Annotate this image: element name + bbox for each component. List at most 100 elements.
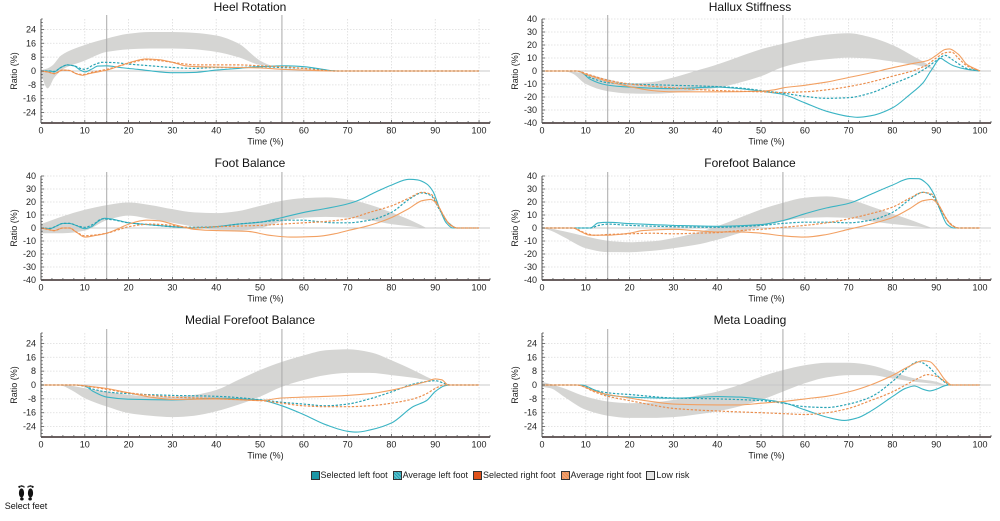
y-axis-label: Ratio (%) <box>9 366 19 404</box>
y-tick-label: 0 <box>31 380 36 390</box>
y-tick-label: 16 <box>26 352 36 362</box>
x-tick-label: 50 <box>756 126 766 136</box>
x-tick-label: 60 <box>800 283 810 293</box>
legend-label: Selected left foot <box>320 470 388 480</box>
line-selected-right-foot <box>542 48 981 93</box>
x-tick-label: 90 <box>430 126 440 136</box>
legend-item-low-risk[interactable]: Low risk <box>646 470 689 480</box>
x-axis-label: Time (%) <box>247 294 283 304</box>
y-tick-label: -10 <box>524 79 537 89</box>
y-tick-label: 30 <box>26 184 36 194</box>
y-axis-label: Ratio (%) <box>510 52 520 90</box>
y-tick-label: -10 <box>524 236 537 246</box>
x-tick-label: 80 <box>887 283 897 293</box>
y-tick-label: 40 <box>527 14 537 24</box>
x-tick-label: 10 <box>581 440 591 450</box>
y-tick-label: 20 <box>527 40 537 50</box>
x-tick-label: 10 <box>581 283 591 293</box>
x-tick-label: 100 <box>973 440 988 450</box>
x-tick-label: 50 <box>255 440 265 450</box>
line-average-left-foot <box>542 54 981 99</box>
x-tick-label: 90 <box>430 283 440 293</box>
x-axis-label: Time (%) <box>748 451 784 461</box>
x-tick-label: 80 <box>386 440 396 450</box>
x-tick-label: 100 <box>973 283 988 293</box>
y-tick-label: 40 <box>26 171 36 181</box>
chart-title: Foot Balance <box>215 156 286 170</box>
y-tick-label: -16 <box>23 94 36 104</box>
x-axis-label: Time (%) <box>247 137 283 147</box>
chart-title: Medial Forefoot Balance <box>185 313 315 327</box>
y-tick-label: -10 <box>23 236 36 246</box>
x-tick-label: 100 <box>472 283 487 293</box>
legend-item-selected-left-foot[interactable]: Selected left foot <box>310 470 388 480</box>
y-tick-label: 8 <box>31 52 36 62</box>
line-average-right-foot <box>542 51 981 94</box>
line-selected-left-foot <box>542 178 980 229</box>
line-average-right-foot <box>40 59 479 76</box>
x-tick-label: 20 <box>625 440 635 450</box>
legend-item-average-right-foot[interactable]: Average right foot <box>560 470 641 480</box>
x-tick-label: 20 <box>124 283 134 293</box>
y-tick-label: 24 <box>26 338 36 348</box>
legend-swatch-average-right-foot <box>560 470 570 480</box>
x-tick-label: 30 <box>167 126 177 136</box>
y-tick-label: 0 <box>532 380 537 390</box>
x-tick-label: 0 <box>539 283 544 293</box>
x-tick-label: 40 <box>712 440 722 450</box>
line-selected-left-foot <box>41 384 479 433</box>
x-tick-label: 80 <box>386 126 396 136</box>
x-tick-label: 0 <box>38 440 43 450</box>
x-tick-label: 60 <box>800 126 810 136</box>
legend-label: Average left foot <box>402 470 468 480</box>
y-axis-label: Ratio (%) <box>510 209 520 247</box>
legend-swatch-selected-right-foot <box>472 470 482 480</box>
y-tick-label: 10 <box>527 210 537 220</box>
x-tick-label: 70 <box>844 126 854 136</box>
y-tick-label: -24 <box>23 108 36 118</box>
low-risk-band <box>41 349 436 418</box>
y-tick-label: 20 <box>26 197 36 207</box>
legend-item-average-left-foot[interactable]: Average left foot <box>392 470 468 480</box>
y-tick-label: 24 <box>527 338 537 348</box>
y-tick-label: -40 <box>524 275 537 285</box>
y-tick-label: 16 <box>26 38 36 48</box>
line-average-left-foot <box>542 191 980 229</box>
legend-swatch-selected-left-foot <box>310 470 320 480</box>
y-tick-label: -8 <box>529 394 537 404</box>
x-tick-label: 10 <box>581 126 591 136</box>
y-tick-label: -20 <box>23 249 36 259</box>
x-tick-label: 50 <box>255 126 265 136</box>
legend-item-selected-right-foot[interactable]: Selected right foot <box>472 470 556 480</box>
x-tick-label: 90 <box>430 440 440 450</box>
x-tick-label: 60 <box>299 440 309 450</box>
x-tick-label: 30 <box>167 283 177 293</box>
select-feet-button[interactable]: Select feet <box>2 481 50 521</box>
x-tick-label: 0 <box>38 126 43 136</box>
line-selected-left-foot <box>542 57 981 118</box>
line-average-right-foot <box>41 384 479 408</box>
x-tick-label: 80 <box>887 440 897 450</box>
line-average-left-foot <box>41 380 479 407</box>
y-tick-label: -30 <box>524 105 537 115</box>
y-tick-label: 20 <box>527 197 537 207</box>
chart-title: Forefoot Balance <box>704 156 796 170</box>
x-tick-label: 60 <box>800 440 810 450</box>
x-axis-label: Time (%) <box>748 294 784 304</box>
x-tick-label: 30 <box>668 126 678 136</box>
x-tick-label: 100 <box>472 126 487 136</box>
line-average-left-foot <box>542 360 980 409</box>
y-tick-label: -40 <box>23 275 36 285</box>
x-tick-label: 50 <box>255 283 265 293</box>
chart-title: Meta Loading <box>714 313 787 327</box>
select-feet-label: Select feet <box>4 501 48 511</box>
line-average-right-foot <box>542 191 980 236</box>
legend-label: Low risk <box>656 470 690 480</box>
y-tick-label: 0 <box>31 66 36 76</box>
x-tick-label: 40 <box>211 126 221 136</box>
